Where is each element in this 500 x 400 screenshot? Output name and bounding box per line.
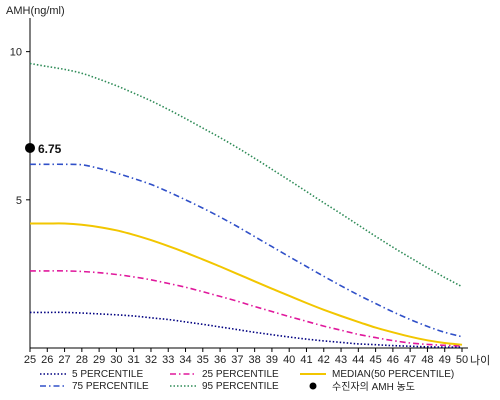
x-tick-label: 25 [24, 354, 36, 366]
series-lines [29, 62, 463, 348]
x-tick-label: 43 [335, 354, 347, 366]
x-tick-label: 41 [300, 354, 312, 366]
x-tick-label: 46 [387, 354, 399, 366]
x-tick-label: 47 [404, 354, 416, 366]
x-tick-label: 40 [283, 354, 295, 366]
x-axis: 25 26 27 28 29 30 31 32 33 34 35 36 37 38 39 40 41 42 43 44… [24, 347, 468, 366]
x-axis-title: 나이 [470, 354, 490, 367]
legend-label: 95 PERCENTILE [202, 381, 279, 392]
y-axis: 5 10 [10, 18, 31, 348]
y-tick-label: 10 [10, 47, 22, 59]
x-tick-label: 45 [369, 354, 381, 366]
x-tick-label: 35 [197, 354, 209, 366]
x-tick-label: 30 [110, 354, 122, 366]
series-line-5-percentile [30, 311, 463, 348]
legend-marker-swatch [309, 382, 317, 390]
x-tick-label: 38 [249, 354, 261, 366]
x-tick-label: 29 [93, 354, 105, 366]
legend-marker-label: 수진자의 AMH 농도 [332, 381, 415, 393]
patient-amh-point [25, 142, 35, 153]
x-tick-label: 26 [41, 354, 53, 366]
patient-amh-value-label: 6.75 [38, 142, 62, 156]
y-tick-label: 5 [16, 195, 22, 207]
x-tick-label: 34 [179, 354, 191, 366]
series-line-95-percentile [29, 62, 463, 288]
series-line-median-50-percentile [30, 222, 463, 346]
legend-label: 75 PERCENTILE [72, 381, 149, 392]
x-tick-label: 48 [421, 354, 433, 366]
y-axis-title: AMH(ng/ml) [6, 5, 65, 17]
series-line-25-percentile [30, 270, 463, 347]
x-tick-label: 27 [58, 354, 70, 366]
x-tick-label: 49 [439, 354, 451, 366]
legend-label: MEDIAN(50 PERCENTILE) [332, 369, 454, 380]
x-tick-label: 42 [318, 354, 330, 366]
legend: 5 PERCENTILE 25 PERCENTILE MEDIAN(50 PERCE… [40, 369, 454, 393]
x-tick-label: 32 [145, 354, 157, 366]
x-tick-label: 31 [128, 354, 140, 366]
x-tick-label: 50 [456, 354, 468, 366]
series-line-75-percentile [30, 163, 463, 338]
legend-label: 25 PERCENTILE [202, 369, 279, 380]
x-tick-label: 36 [214, 354, 226, 366]
x-tick-label: 39 [266, 354, 278, 366]
patient-marker: 6.75 [25, 142, 62, 156]
legend-label: 5 PERCENTILE [72, 369, 143, 380]
x-tick-label: 37 [231, 354, 243, 366]
x-tick-label: 28 [76, 354, 88, 366]
x-tick-label: 33 [162, 354, 174, 366]
x-tick-label: 44 [352, 354, 364, 366]
